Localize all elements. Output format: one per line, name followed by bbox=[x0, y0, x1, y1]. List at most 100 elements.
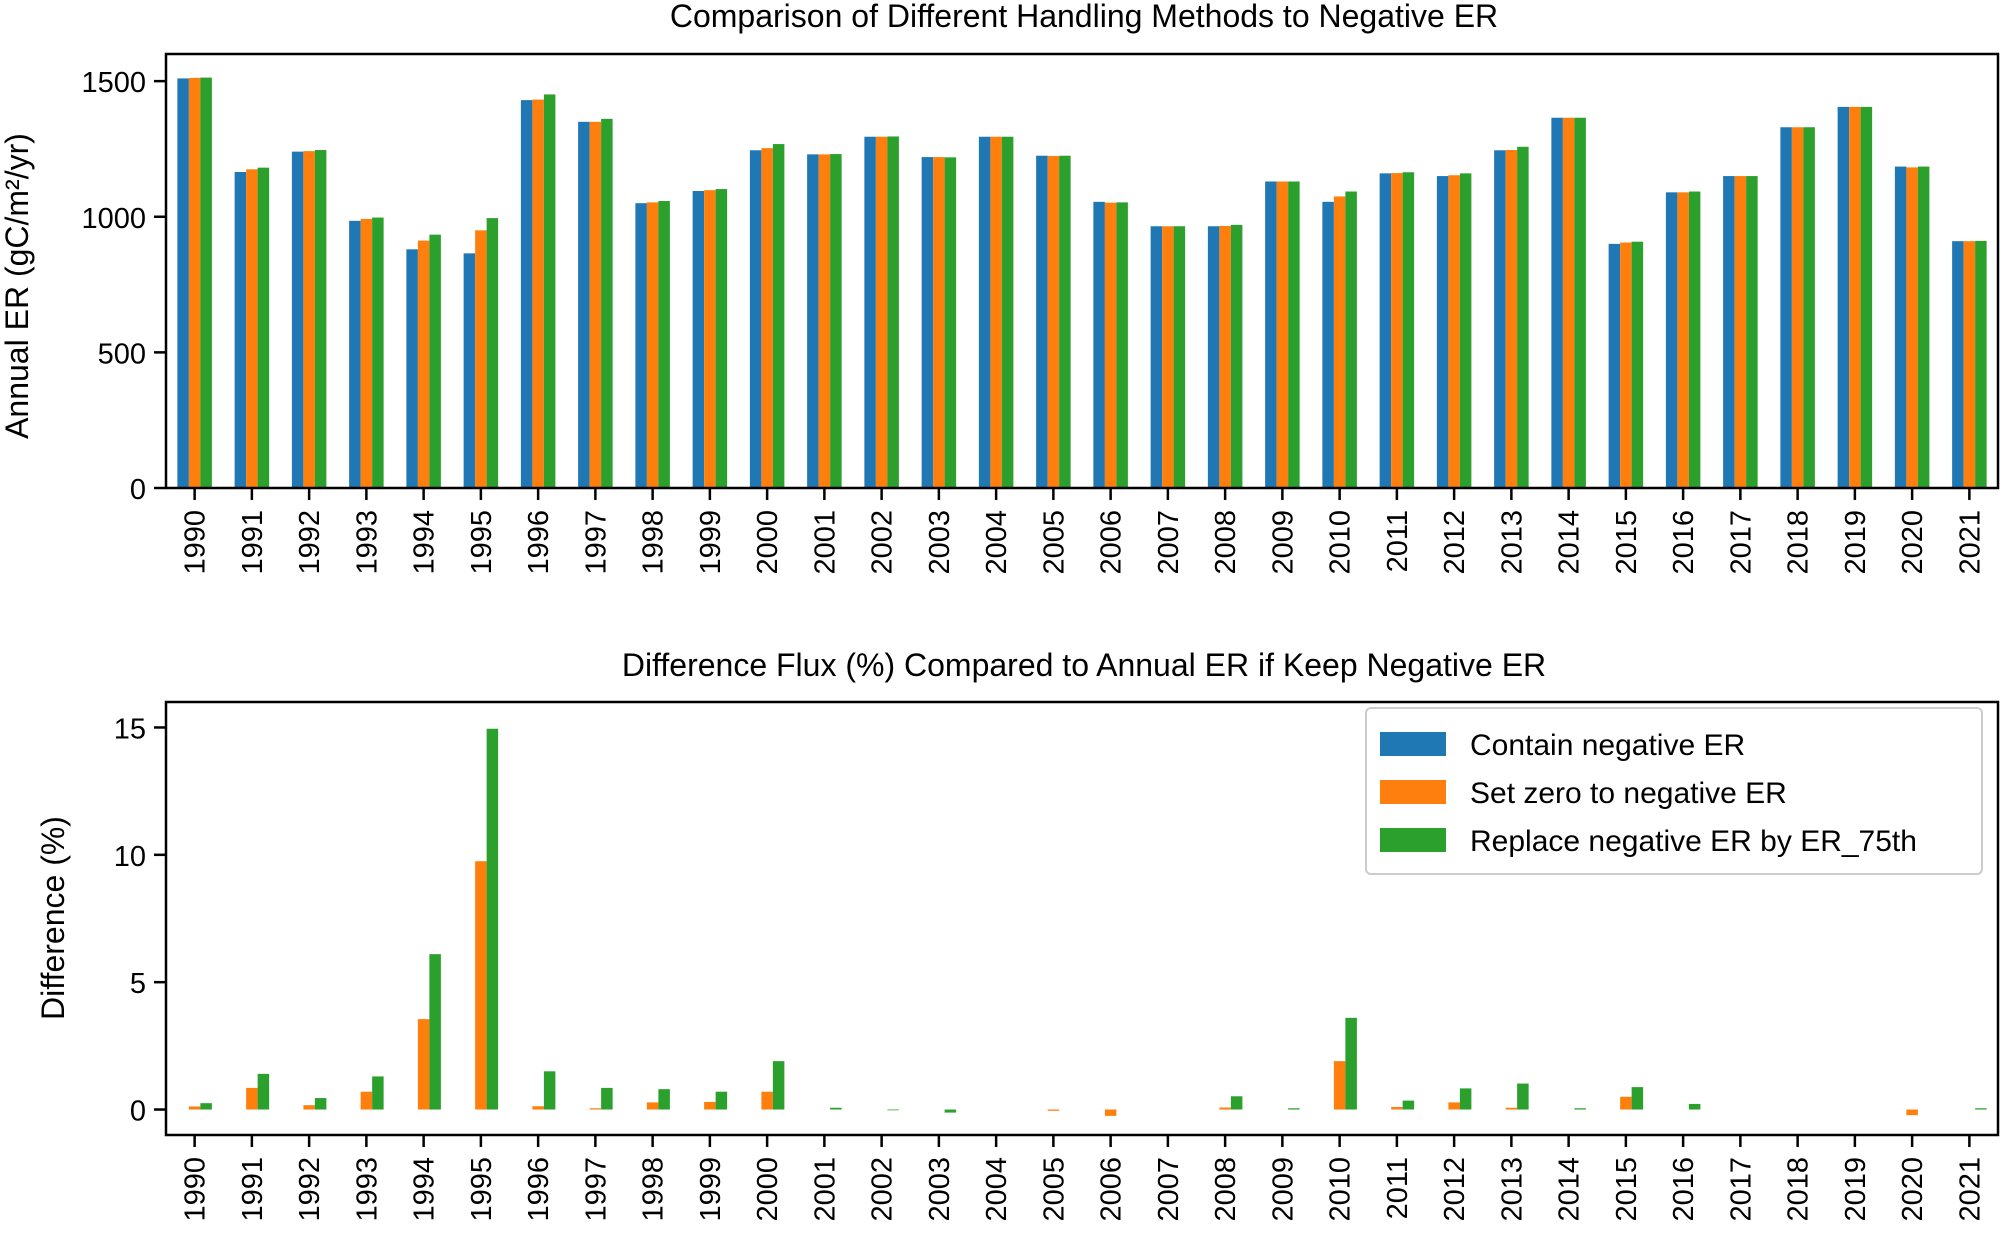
bottom-x-tick-label-2008: 2008 bbox=[1210, 1157, 1242, 1222]
bottom-bar-replace-1996 bbox=[543, 1071, 556, 1110]
top-bar-zero-2015 bbox=[1620, 242, 1632, 488]
bottom-x-tick-label-2003: 2003 bbox=[924, 1157, 956, 1222]
top-bar-zero-2017 bbox=[1734, 176, 1747, 488]
top-x-tick-label-1999: 1999 bbox=[695, 510, 727, 575]
bottom-x-tick-label-1999: 1999 bbox=[695, 1157, 727, 1222]
bottom-bar-zero-2020 bbox=[1906, 1109, 1918, 1116]
top-bar-contain-1997 bbox=[578, 121, 590, 488]
bottom-bar-zero-2010 bbox=[1333, 1061, 1346, 1110]
bottom-x-tick-label-1995: 1995 bbox=[466, 1157, 498, 1222]
bottom-x-tick-label-2011: 2011 bbox=[1382, 1157, 1414, 1219]
top-bar-replace-2007 bbox=[1173, 226, 1186, 489]
top-bar-contain-2010 bbox=[1322, 201, 1334, 488]
bottom-bar-zero-1990 bbox=[188, 1106, 201, 1110]
bottom-x-tick-label-2021: 2021 bbox=[1954, 1157, 1986, 1222]
top-bar-contain-2001 bbox=[807, 154, 819, 489]
bottom-bar-zero-2006 bbox=[1104, 1109, 1117, 1116]
top-bar-replace-2008 bbox=[1230, 224, 1243, 488]
top-bar-contain-1998 bbox=[635, 203, 647, 488]
top-bar-replace-2017 bbox=[1746, 176, 1758, 488]
top-x-tick-label-2009: 2009 bbox=[1267, 510, 1299, 575]
top-bar-contain-2016 bbox=[1665, 192, 1678, 488]
top-bar-contain-1991 bbox=[234, 171, 247, 489]
top-bar-replace-2003 bbox=[944, 157, 957, 488]
top-x-tick-label-2005: 2005 bbox=[1038, 510, 1070, 575]
bottom-bar-zero-1999 bbox=[704, 1101, 716, 1110]
bottom-bar-zero-1992 bbox=[303, 1105, 315, 1110]
top-bar-zero-2001 bbox=[818, 154, 831, 489]
top-bar-contain-2002 bbox=[864, 136, 876, 489]
legend-label-replace: Replace negative ER by ER_75th bbox=[1470, 825, 1917, 858]
bottom-bar-replace-2001 bbox=[830, 1107, 842, 1110]
bottom-x-tick-label-2007: 2007 bbox=[1153, 1157, 1185, 1222]
bottom-chart-title: Difference Flux (%) Compared to Annual E… bbox=[622, 647, 1546, 683]
top-bar-contain-2009 bbox=[1265, 181, 1277, 489]
top-bar-contain-2014 bbox=[1551, 117, 1563, 489]
bottom-x-tick-label-2001: 2001 bbox=[809, 1157, 841, 1222]
top-chart-axes: 0 500 1000 1500 1990 1991 1992 1993 1994 1995 1996… bbox=[81, 67, 1986, 574]
bottom-chart-frame bbox=[164, 700, 2000, 1137]
top-bar-replace-2002 bbox=[887, 136, 899, 488]
legend-label-contain: Contain negative ER bbox=[1470, 729, 1745, 762]
top-bar-contain-2015 bbox=[1608, 243, 1621, 489]
top-x-tick-label-1993: 1993 bbox=[351, 510, 383, 575]
top-x-tick-label-1998: 1998 bbox=[638, 510, 670, 575]
top-x-tick-label-1991: 1991 bbox=[237, 510, 269, 575]
bottom-x-tick-label-1990: 1990 bbox=[180, 1157, 212, 1222]
top-bar-zero-1993 bbox=[360, 218, 373, 489]
top-x-tick-label-2004: 2004 bbox=[981, 510, 1013, 575]
bottom-x-tick-label-2010: 2010 bbox=[1325, 1157, 1357, 1222]
bottom-bar-zero-2008 bbox=[1219, 1107, 1231, 1110]
top-x-tick-label-2020: 2020 bbox=[1897, 510, 1929, 575]
top-bar-contain-2012 bbox=[1436, 176, 1449, 488]
top-bar-contain-1995 bbox=[463, 253, 476, 488]
bottom-y-tick-label-15: 15 bbox=[114, 713, 146, 745]
top-x-tick-label-1992: 1992 bbox=[294, 510, 326, 575]
top-bar-zero-2014 bbox=[1562, 117, 1575, 489]
bottom-x-tick-label-2005: 2005 bbox=[1038, 1157, 1070, 1222]
top-x-tick-label-1994: 1994 bbox=[409, 510, 441, 575]
bottom-bar-replace-1998 bbox=[658, 1089, 670, 1110]
legend-label-zero: Set zero to negative ER bbox=[1470, 777, 1787, 810]
bottom-x-tick-label-1993: 1993 bbox=[351, 1157, 383, 1222]
top-x-tick-label-1990: 1990 bbox=[180, 510, 212, 575]
top-x-tick-label-2001: 2001 bbox=[809, 510, 841, 575]
bottom-bar-replace-2003 bbox=[944, 1109, 957, 1113]
top-bar-contain-2004 bbox=[978, 136, 991, 489]
top-bar-replace-2006 bbox=[1116, 202, 1128, 488]
top-y-tick-label-0: 0 bbox=[130, 474, 146, 506]
bottom-bar-replace-1991 bbox=[257, 1073, 270, 1110]
top-bar-replace-2014 bbox=[1574, 117, 1586, 489]
top-chart-frame bbox=[164, 52, 2000, 490]
bottom-bar-zero-2011 bbox=[1391, 1106, 1403, 1110]
top-bar-replace-1996 bbox=[543, 94, 556, 489]
top-x-tick-label-1995: 1995 bbox=[466, 510, 498, 575]
top-bar-zero-1992 bbox=[303, 151, 315, 489]
top-bar-replace-1990 bbox=[200, 77, 212, 488]
top-bar-zero-1995 bbox=[475, 230, 487, 488]
bottom-x-tick-label-1997: 1997 bbox=[580, 1157, 612, 1222]
top-bar-zero-1999 bbox=[704, 190, 716, 489]
top-bar-replace-2019 bbox=[1860, 106, 1873, 488]
bottom-bar-zero-2005 bbox=[1047, 1109, 1060, 1111]
legend-item-contain: Contain negative ER bbox=[1380, 729, 1745, 762]
top-bar-contain-1993 bbox=[349, 220, 361, 488]
bottom-x-tick-label-2020: 2020 bbox=[1897, 1157, 1929, 1222]
top-bar-replace-2011 bbox=[1402, 172, 1415, 488]
top-bar-zero-2003 bbox=[933, 157, 945, 488]
bottom-bar-replace-2002 bbox=[887, 1109, 899, 1111]
top-bar-contain-2021 bbox=[1952, 241, 1964, 488]
bottom-bar-replace-2016 bbox=[1688, 1103, 1701, 1110]
bottom-x-tick-label-2015: 2015 bbox=[1611, 1157, 1643, 1222]
bottom-x-tick-label-2017: 2017 bbox=[1725, 1157, 1757, 1222]
bottom-bar-zero-2012 bbox=[1448, 1102, 1460, 1110]
top-bar-replace-2013 bbox=[1517, 146, 1529, 488]
bottom-bar-replace-2021 bbox=[1975, 1108, 1987, 1110]
top-x-tick-label-2011: 2011 bbox=[1382, 510, 1414, 572]
top-bar-zero-2005 bbox=[1047, 155, 1060, 489]
bottom-chart-axes: 0 5 10 15 1990 1991 1992 1993 1994 1995 1996 1997 19… bbox=[114, 713, 1987, 1221]
bottom-y-tick-label-0: 0 bbox=[130, 1096, 146, 1128]
top-bar-replace-1992 bbox=[314, 150, 327, 488]
legend-swatch-replace bbox=[1380, 828, 1446, 852]
